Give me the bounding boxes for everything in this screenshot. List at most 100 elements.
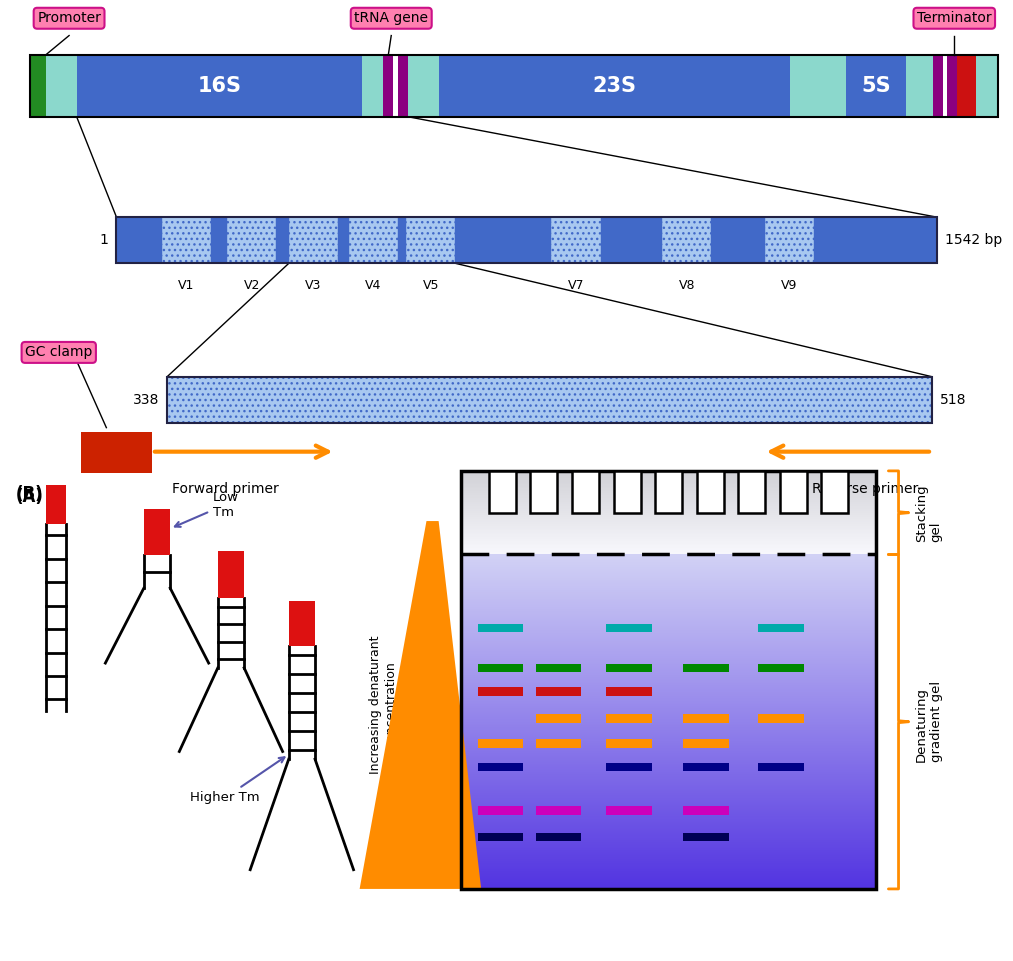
Bar <box>683 763 728 771</box>
Bar <box>461 784 876 785</box>
Text: V3: V3 <box>305 279 321 292</box>
Bar <box>461 587 876 588</box>
Bar <box>461 820 876 821</box>
Bar <box>461 654 876 656</box>
Bar <box>461 782 876 783</box>
Bar <box>477 833 523 841</box>
Bar <box>461 740 876 741</box>
Bar <box>461 624 876 625</box>
Bar <box>461 669 876 671</box>
Bar <box>477 624 523 632</box>
Bar <box>439 55 790 117</box>
Bar <box>461 737 876 738</box>
Bar <box>461 599 876 601</box>
Bar <box>461 840 876 841</box>
Bar <box>461 571 876 573</box>
Bar <box>406 217 456 263</box>
Bar <box>461 632 876 633</box>
Bar <box>461 714 876 715</box>
Bar <box>536 664 581 673</box>
Bar <box>116 217 937 263</box>
Bar <box>461 665 876 666</box>
Bar <box>461 659 876 660</box>
Bar <box>348 217 398 263</box>
Bar <box>461 588 876 589</box>
Text: 1: 1 <box>99 234 108 247</box>
Bar <box>822 471 848 512</box>
Bar <box>461 763 876 764</box>
Bar <box>461 729 876 730</box>
Text: Low
Tm: Low Tm <box>175 490 239 527</box>
Bar <box>461 808 876 810</box>
Bar <box>461 761 876 762</box>
Bar <box>461 867 876 868</box>
Bar <box>461 686 876 687</box>
Bar <box>461 697 876 699</box>
Bar <box>461 710 876 712</box>
Bar <box>551 217 601 263</box>
Bar <box>461 648 876 650</box>
Bar <box>461 805 876 806</box>
Bar <box>461 647 876 648</box>
Bar <box>461 786 876 787</box>
Bar <box>461 569 876 570</box>
Bar <box>461 775 876 776</box>
Bar <box>461 888 876 889</box>
Bar <box>461 705 876 706</box>
Bar <box>461 817 876 818</box>
Bar <box>461 680 876 681</box>
Bar <box>606 739 652 748</box>
Bar <box>606 806 652 815</box>
Bar <box>77 55 363 117</box>
Bar <box>461 719 876 720</box>
Bar <box>461 691 876 692</box>
Bar <box>461 597 876 598</box>
Bar <box>683 806 728 815</box>
Bar <box>461 661 876 663</box>
Bar <box>461 612 876 613</box>
Bar <box>167 377 932 423</box>
Bar <box>461 855 876 856</box>
Bar <box>461 580 876 581</box>
Bar <box>461 626 876 627</box>
Bar <box>461 694 876 695</box>
Bar <box>30 55 998 117</box>
Bar <box>461 638 876 639</box>
Bar <box>614 471 640 512</box>
Bar <box>461 657 876 658</box>
Bar <box>606 687 652 696</box>
Bar <box>461 787 876 789</box>
Bar <box>461 630 876 631</box>
Bar <box>461 562 876 563</box>
Bar <box>461 610 876 611</box>
Bar <box>461 866 876 867</box>
Bar <box>461 609 876 610</box>
Bar <box>461 873 876 874</box>
Bar <box>461 835 876 836</box>
Bar <box>461 645 876 646</box>
Bar <box>461 595 876 596</box>
Bar <box>461 769 876 770</box>
Bar <box>461 582 876 583</box>
Text: Denaturing
gradient gel: Denaturing gradient gel <box>915 681 943 762</box>
Bar <box>461 681 876 682</box>
Bar <box>407 55 439 117</box>
Bar <box>461 578 876 579</box>
Bar <box>765 217 814 263</box>
Bar <box>461 623 876 624</box>
Bar <box>461 673 876 674</box>
Bar <box>461 876 876 877</box>
Bar <box>461 722 876 723</box>
Bar <box>461 579 876 580</box>
Bar <box>461 736 876 737</box>
Bar <box>606 624 652 632</box>
Bar <box>461 887 876 888</box>
Bar <box>461 716 876 717</box>
Bar <box>536 806 581 815</box>
Bar <box>461 589 876 590</box>
Text: V4: V4 <box>365 279 382 292</box>
Bar <box>461 734 876 735</box>
Text: 16S: 16S <box>198 76 241 96</box>
Bar <box>461 790 876 791</box>
Bar <box>461 741 876 742</box>
